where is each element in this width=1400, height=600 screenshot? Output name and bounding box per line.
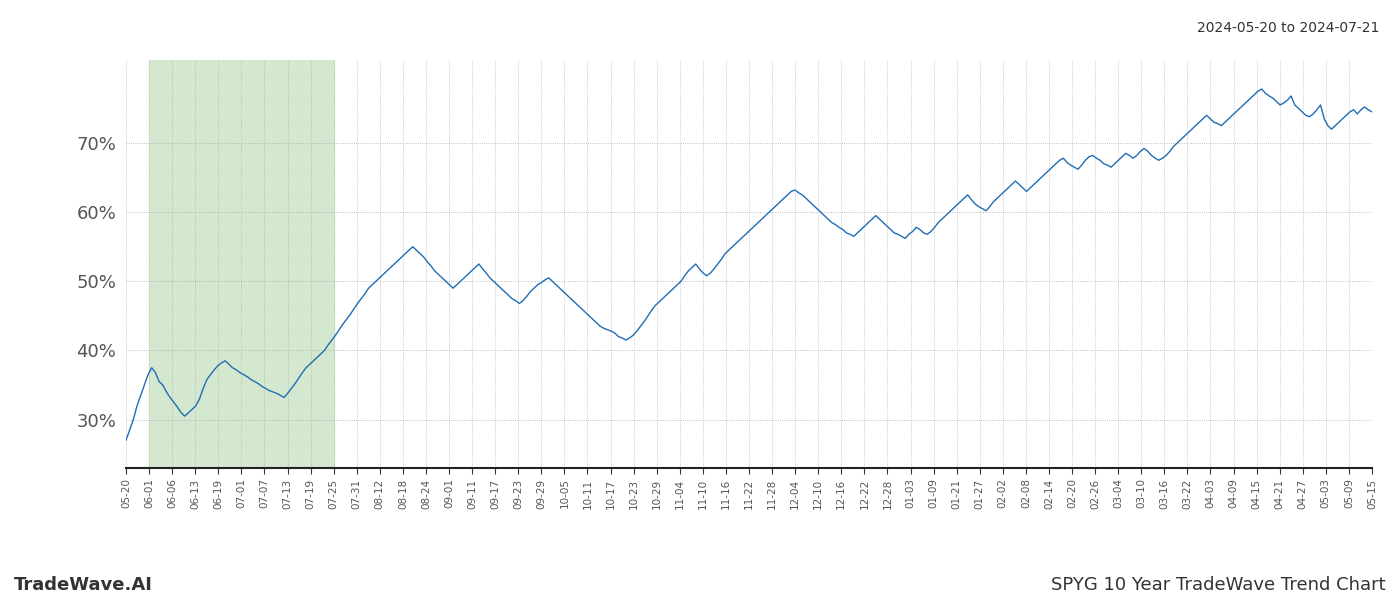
Bar (148, 60, 333, 468)
Text: SPYG 10 Year TradeWave Trend Chart: SPYG 10 Year TradeWave Trend Chart (1051, 576, 1386, 594)
Text: TradeWave.AI: TradeWave.AI (14, 576, 153, 594)
Text: 2024-05-20 to 2024-07-21: 2024-05-20 to 2024-07-21 (1197, 21, 1379, 35)
